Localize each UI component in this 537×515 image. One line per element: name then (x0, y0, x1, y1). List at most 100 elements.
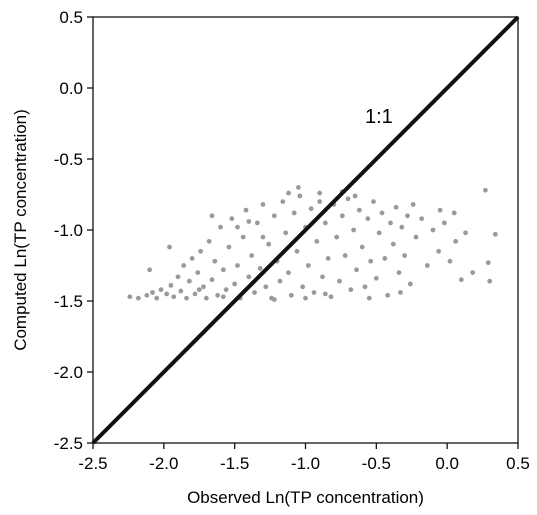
data-point (297, 193, 303, 199)
data-point (303, 295, 308, 301)
one-to-one-line (91, 15, 520, 445)
data-point (226, 244, 232, 250)
data-point (220, 267, 226, 273)
scatter-points (127, 185, 498, 302)
data-point (196, 287, 202, 293)
data-point (458, 277, 464, 283)
data-point (294, 248, 300, 254)
data-point (283, 230, 289, 236)
data-point (320, 274, 325, 280)
data-point (286, 190, 291, 196)
data-point (311, 290, 317, 295)
data-point (453, 238, 459, 244)
y-tick-label: 0.0 (59, 79, 83, 98)
data-point (280, 199, 286, 205)
data-point (209, 277, 215, 283)
data-point (229, 216, 235, 222)
x-axis-title: Observed Ln(TP concentration) (187, 488, 424, 507)
data-point (317, 199, 323, 205)
data-point (485, 260, 491, 266)
data-point (368, 258, 374, 264)
data-point (487, 278, 493, 284)
data-point (388, 220, 393, 226)
data-point (263, 284, 269, 290)
data-point (189, 256, 195, 261)
data-point (277, 278, 283, 284)
data-point (419, 216, 425, 222)
data-point (424, 263, 430, 268)
data-point (407, 281, 413, 287)
data-point (209, 213, 215, 219)
data-point (286, 270, 291, 275)
data-point (271, 213, 277, 219)
data-point (291, 210, 297, 216)
data-point (158, 287, 164, 293)
data-point (342, 253, 348, 258)
data-point (413, 234, 419, 240)
data-point (322, 291, 328, 297)
data-point (135, 295, 141, 301)
data-point (345, 196, 351, 202)
data-point (260, 234, 266, 240)
data-point (305, 263, 311, 268)
data-point (235, 263, 240, 268)
data-point (352, 193, 358, 199)
data-point (405, 213, 410, 219)
data-point (402, 253, 408, 258)
data-point (150, 290, 155, 295)
y-tick-label: -2.5 (54, 434, 83, 453)
x-tick-label: 0.5 (506, 454, 530, 473)
data-point (337, 278, 342, 284)
data-point (328, 294, 334, 300)
y-tick-label: -1.5 (54, 292, 83, 311)
data-point (354, 267, 359, 273)
data-point (441, 220, 447, 226)
data-point (195, 270, 201, 275)
x-tick-label: -2.5 (78, 454, 107, 473)
data-point (390, 241, 396, 247)
x-tick-label: -1.5 (220, 454, 249, 473)
y-tick-label: 0.5 (59, 8, 83, 27)
data-point (470, 270, 476, 275)
data-point (144, 292, 150, 298)
data-point (296, 185, 301, 190)
data-point (288, 292, 294, 298)
y-tick-label: -1.0 (54, 221, 83, 240)
data-point (376, 230, 382, 236)
data-point (379, 210, 385, 216)
data-point (246, 274, 252, 280)
data-point (178, 288, 184, 294)
data-point (396, 270, 402, 275)
y-axis-title: Computed Ln(TP concentration) (11, 109, 30, 351)
data-point (168, 282, 174, 288)
data-point (167, 244, 172, 250)
data-point (127, 294, 133, 300)
data-point (184, 295, 189, 301)
data-point (385, 292, 391, 298)
data-point (164, 291, 170, 297)
data-point (334, 234, 340, 240)
data-point (223, 287, 229, 293)
one-to-one-label: 1:1 (365, 106, 393, 128)
data-point (203, 295, 209, 301)
y-tick-label: -0.5 (54, 150, 83, 169)
data-point (300, 284, 306, 290)
data-point (260, 202, 266, 207)
data-point (317, 190, 323, 196)
data-point (271, 297, 277, 302)
y-tick-label: -2.0 (54, 363, 83, 382)
data-point (254, 220, 260, 226)
data-point (171, 294, 177, 300)
data-point (198, 248, 204, 254)
data-point (240, 234, 246, 240)
data-point (147, 267, 153, 273)
data-point (447, 258, 453, 264)
data-point (348, 287, 354, 293)
data-point (356, 207, 362, 213)
data-point (371, 199, 376, 205)
x-tick-label: -1.0 (291, 454, 320, 473)
data-point (339, 213, 345, 219)
data-point (314, 238, 320, 244)
data-point (393, 204, 399, 210)
